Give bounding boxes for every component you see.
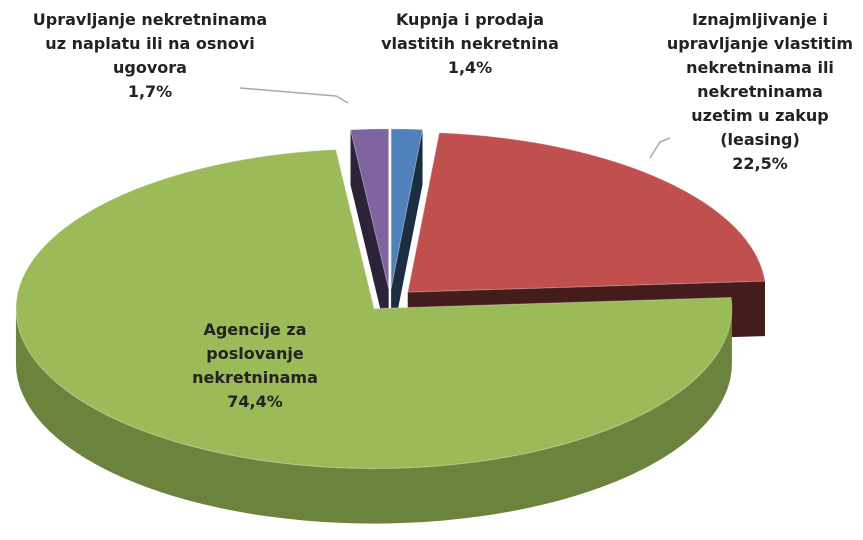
slice-label: Iznajmljivanje i upravljanje vlastitim n… (665, 8, 855, 176)
slice (390, 128, 424, 289)
slice-side (391, 129, 423, 344)
value-label: 1,7% (127, 82, 173, 101)
category-name: Agencije za poslovanje nekretninama (192, 320, 318, 387)
leader-line (239, 87, 349, 104)
slice-wall (15, 308, 732, 524)
category-name: Iznajmljivanje i upravljanje vlastitim n… (666, 10, 854, 149)
slice-label: Agencije za poslovanje nekretninama 74,4% (160, 318, 350, 414)
category-name: Upravljanje nekretninama uz naplatu ili … (32, 10, 268, 77)
slice (407, 132, 766, 293)
slice-side (350, 129, 389, 344)
leader-line (649, 137, 671, 159)
slice (349, 128, 390, 289)
slice-label: Upravljanje nekretninama uz naplatu ili … (30, 8, 270, 104)
value-label: 1,4% (447, 58, 493, 77)
value-label: 22,5% (732, 154, 788, 173)
slice-label: Kupnja i prodaja vlastitih nekretnina 1,4… (370, 8, 570, 80)
value-label: 74,4% (227, 392, 283, 411)
category-name: Kupnja i prodaja vlastitih nekretnina (381, 10, 559, 53)
slice (15, 148, 733, 470)
